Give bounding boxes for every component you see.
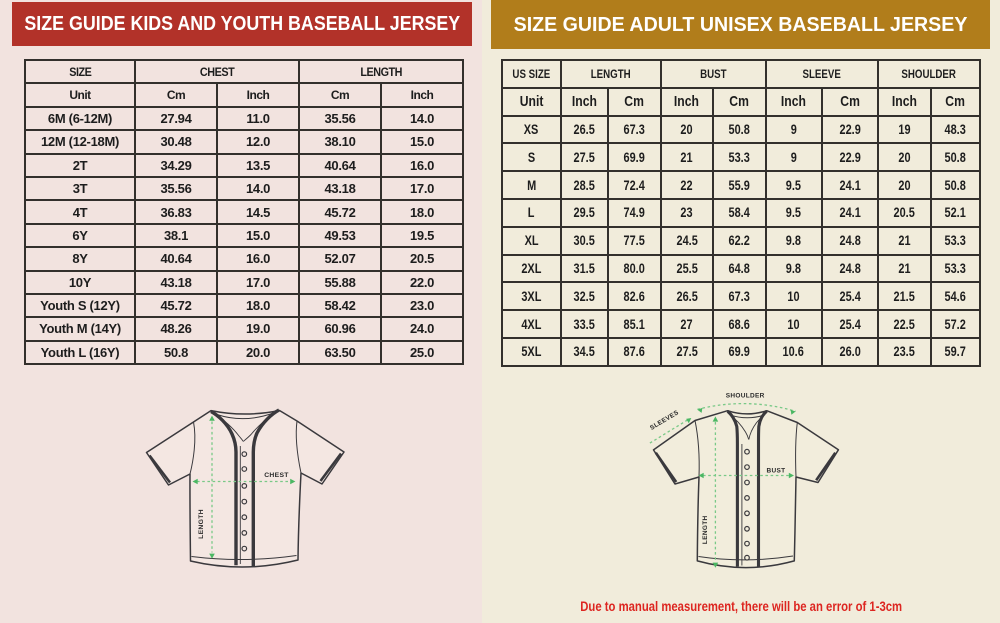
- svg-text:SHOULDER: SHOULDER: [726, 392, 765, 399]
- svg-text:LENGTH: LENGTH: [702, 516, 709, 545]
- svg-text:SLEEVES: SLEEVES: [649, 409, 680, 432]
- svg-text:BUST: BUST: [767, 468, 786, 475]
- svg-text:LENGTH: LENGTH: [198, 509, 205, 539]
- svg-text:CHEST: CHEST: [264, 472, 289, 479]
